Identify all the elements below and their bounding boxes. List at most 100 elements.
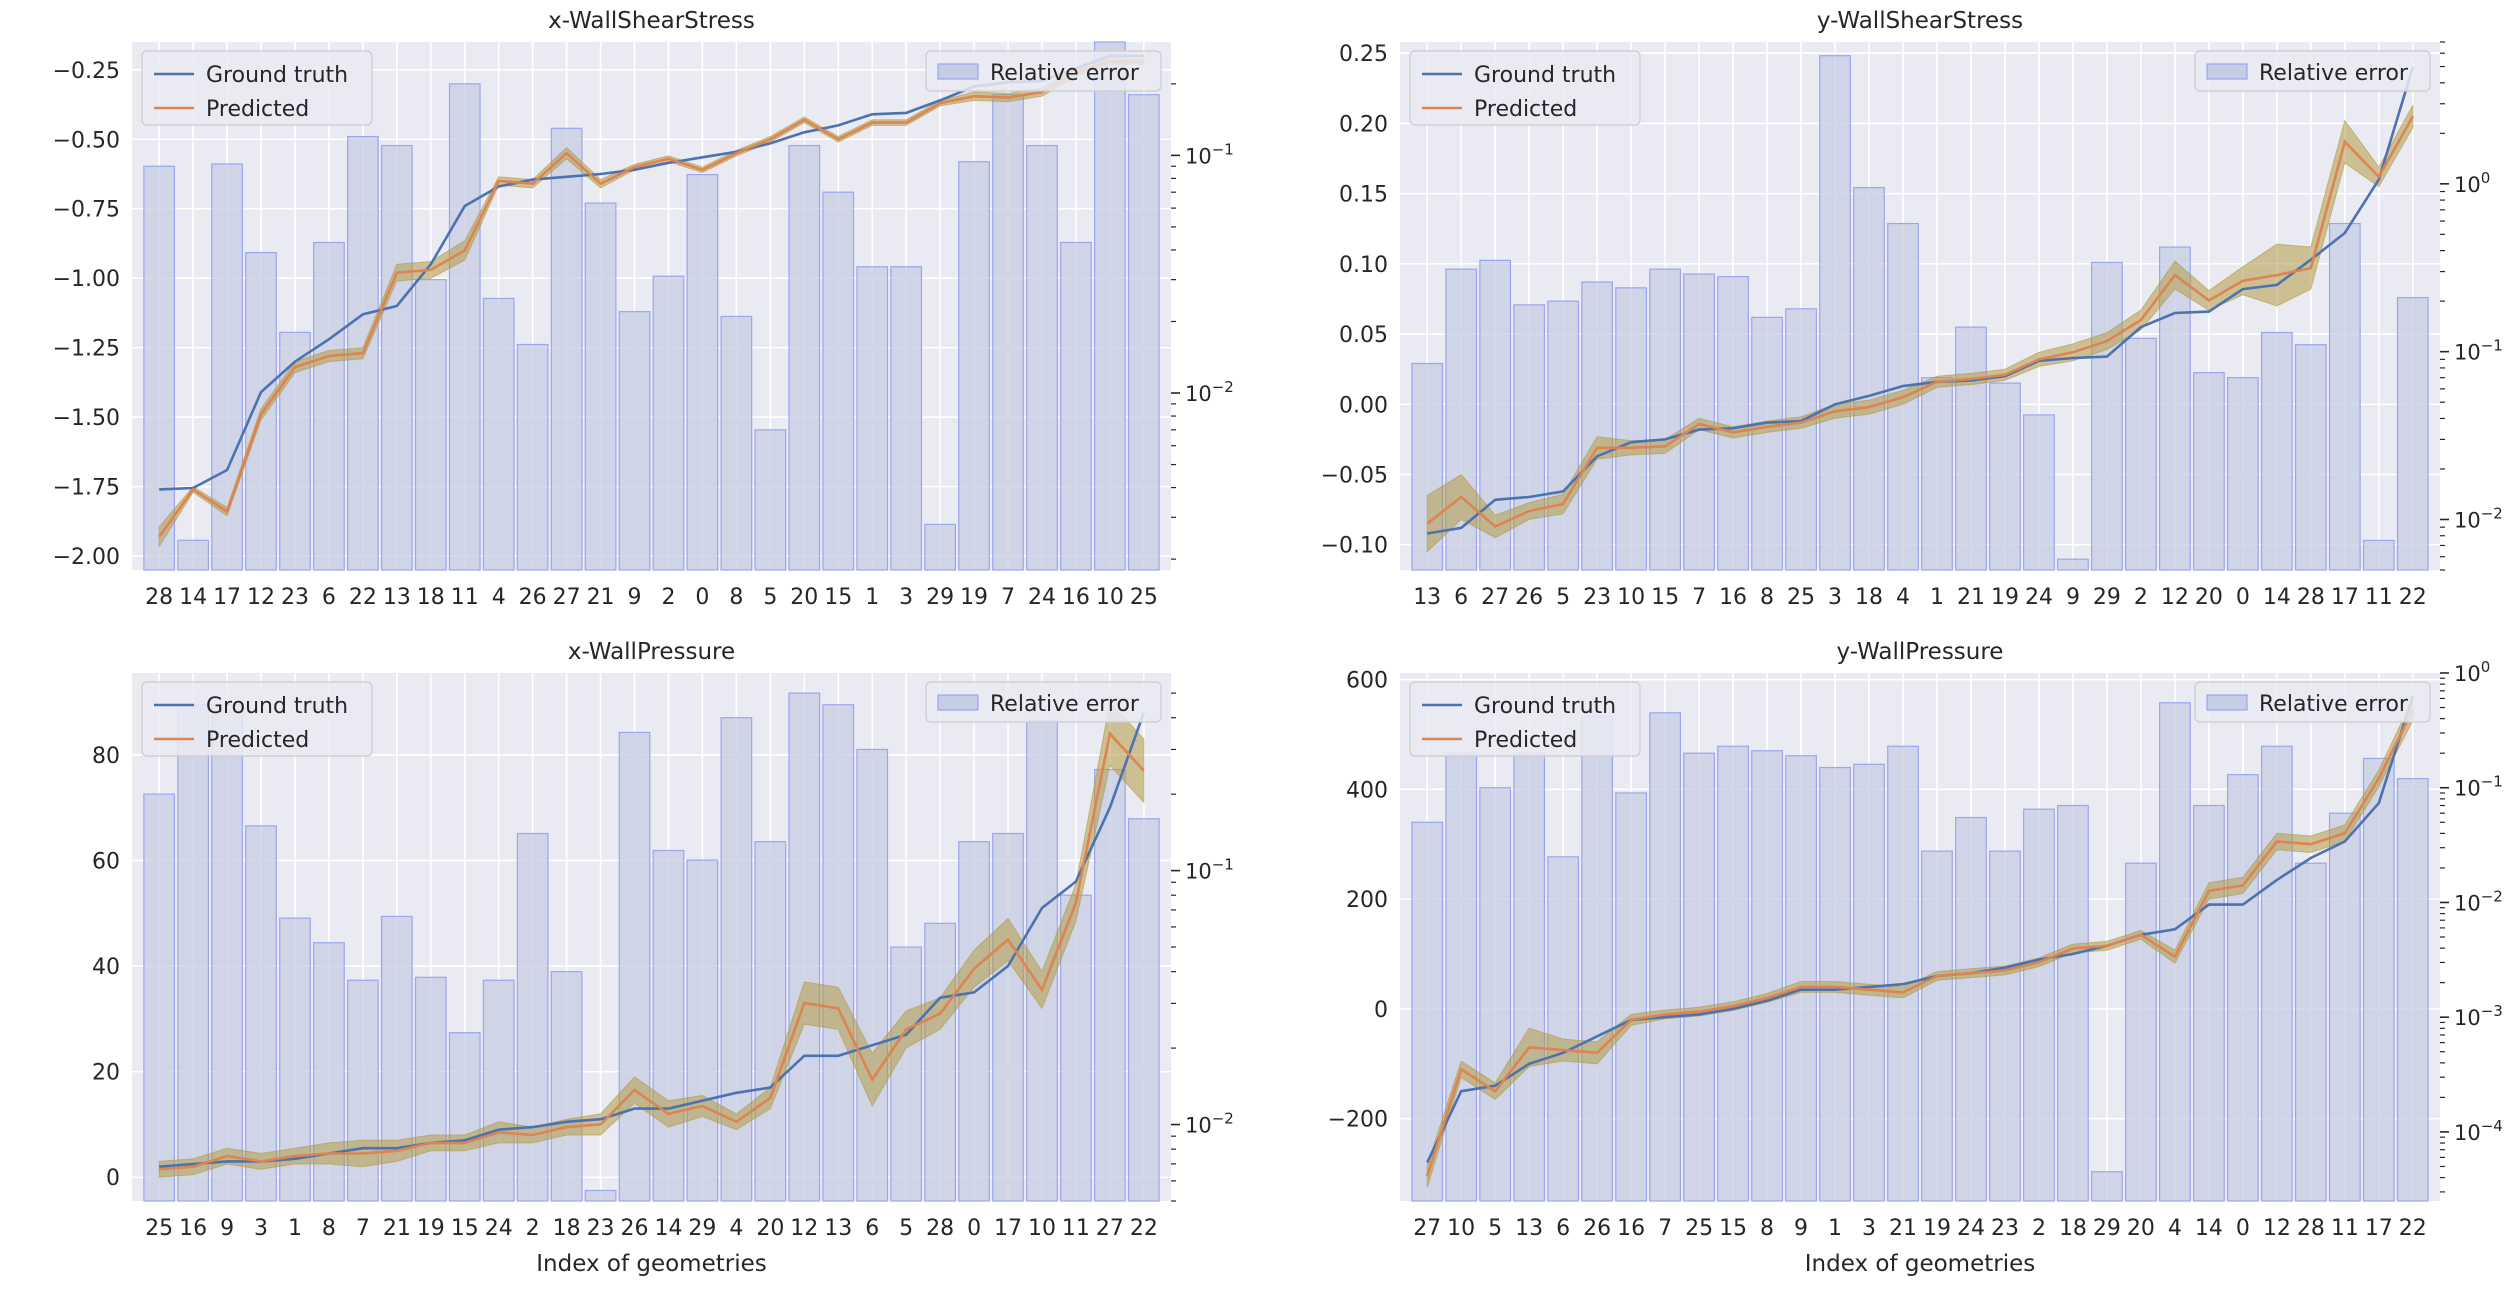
error-bar bbox=[1513, 304, 1546, 571]
legend-swatch-relative-error bbox=[2206, 63, 2248, 80]
x-tick-label: 27 bbox=[1481, 585, 1509, 610]
x-tick-label: 1 bbox=[1828, 1216, 1842, 1241]
x-tick-label: 17 bbox=[213, 585, 241, 610]
right-tick-label: 10−1 bbox=[2454, 773, 2503, 801]
x-tick-label: 18 bbox=[417, 585, 445, 610]
x-tick-label: 18 bbox=[2059, 1216, 2087, 1241]
y-tick-label: 0.25 bbox=[1339, 42, 1388, 67]
x-tick-label: 3 bbox=[1828, 585, 1842, 610]
x-tick-label: 7 bbox=[1692, 585, 1706, 610]
x-tick-label: 7 bbox=[356, 1216, 370, 1241]
x-tick-label: 4 bbox=[492, 585, 506, 610]
y-tick-label: 0 bbox=[106, 1166, 120, 1191]
error-bar bbox=[890, 266, 923, 571]
x-tick-label: 5 bbox=[899, 1216, 913, 1241]
subplot-x-wall-shear-stress: x-WallShearStress −2.00 −1.75 −1.50 −1.25 −1.… bbox=[53, 8, 1234, 610]
legend-right bbox=[925, 50, 1162, 92]
error-bar bbox=[414, 976, 447, 1202]
error-bar bbox=[1026, 144, 1058, 571]
legend-left bbox=[1409, 50, 1641, 126]
error-bar bbox=[618, 731, 651, 1202]
x-tick-label: 24 bbox=[1028, 585, 1056, 610]
x-tick-label: 4 bbox=[2168, 1216, 2182, 1241]
x-tick-label: 11 bbox=[2331, 1216, 2359, 1241]
error-bar bbox=[1479, 787, 1512, 1202]
error-bar bbox=[788, 692, 821, 1202]
x-tick-label: 5 bbox=[1556, 585, 1570, 610]
y-tick-label: −0.75 bbox=[53, 198, 120, 223]
x-tick-label: 7 bbox=[1001, 585, 1015, 610]
legend-label-predicted: Predicted bbox=[206, 728, 309, 753]
x-tick-label: 26 bbox=[621, 1216, 649, 1241]
x-tick-label: 15 bbox=[1719, 1216, 1747, 1241]
error-bar bbox=[958, 161, 990, 571]
legend-label-relative-error: Relative error bbox=[2259, 61, 2409, 86]
x-tick-label: 23 bbox=[1583, 585, 1611, 610]
x-tick-label: 9 bbox=[1794, 1216, 1808, 1241]
series-line-predicted bbox=[1425, 709, 2414, 1177]
error-bar bbox=[992, 94, 1024, 571]
x-tick-label: 12 bbox=[2263, 1216, 2291, 1241]
error-bar bbox=[1989, 850, 2021, 1202]
error-bar bbox=[2260, 745, 2293, 1202]
error-bar bbox=[1547, 856, 1580, 1202]
error-bar bbox=[414, 279, 447, 571]
x-tick-label: 7 bbox=[1658, 1216, 1672, 1241]
series-line-predicted bbox=[159, 730, 1145, 1171]
x-tick-label: 24 bbox=[1957, 1216, 1985, 1241]
error-bar bbox=[1751, 750, 1783, 1202]
chart-title: y-WallPressure bbox=[1837, 639, 2004, 665]
error-bar bbox=[448, 1032, 481, 1202]
x-tick-label: 18 bbox=[1855, 585, 1883, 610]
right-tick-label: 10−2 bbox=[2454, 504, 2503, 532]
legend-right bbox=[2194, 681, 2431, 723]
error-bar bbox=[2260, 331, 2293, 571]
error-bar bbox=[856, 266, 889, 571]
x-tick-label: 6 bbox=[1556, 1216, 1570, 1241]
error-bar bbox=[2192, 372, 2225, 571]
legend-swatch-relative-error bbox=[937, 694, 979, 711]
x-tick-label: 28 bbox=[926, 1216, 954, 1241]
error-bar bbox=[924, 523, 956, 571]
chart-title: x-WallShearStress bbox=[548, 8, 755, 34]
error-bar bbox=[2396, 778, 2429, 1202]
right-tick-label: 10−1 bbox=[1185, 856, 1234, 884]
x-tick-label: 15 bbox=[451, 1216, 479, 1241]
error-bar bbox=[1683, 752, 1715, 1202]
x-tick-label: 2 bbox=[2134, 585, 2148, 610]
y-tick-label: −0.10 bbox=[1321, 534, 1388, 559]
x-tick-label: 9 bbox=[628, 585, 642, 610]
y-tick-label: −1.50 bbox=[53, 406, 120, 431]
x-tick-label: 13 bbox=[824, 1216, 852, 1241]
error-bar bbox=[1094, 41, 1126, 571]
x-tick-label: 14 bbox=[179, 585, 207, 610]
x-tick-label: 1 bbox=[865, 585, 879, 610]
error-bar bbox=[652, 849, 685, 1202]
y-tick-label: 200 bbox=[1346, 888, 1388, 913]
error-bar bbox=[2362, 539, 2395, 571]
chart-title: x-WallPressure bbox=[568, 639, 735, 665]
x-tick-label: 3 bbox=[1862, 1216, 1876, 1241]
error-bar bbox=[2091, 261, 2123, 571]
legend-right bbox=[925, 681, 1162, 723]
y-tick-label: 0 bbox=[1374, 998, 1388, 1023]
series-line-ground-truth bbox=[1426, 695, 2415, 1164]
y-tick-label: −0.05 bbox=[1321, 464, 1388, 489]
x-tick-label: 6 bbox=[865, 1216, 879, 1241]
error-bar bbox=[1649, 712, 1681, 1202]
x-tick-label: 25 bbox=[1130, 585, 1158, 610]
x-axis-label: Index of geometries bbox=[536, 1251, 766, 1277]
x-tick-label: 14 bbox=[2195, 1216, 2223, 1241]
x-tick-label: 26 bbox=[1583, 1216, 1611, 1241]
x-tick-label: 8 bbox=[1760, 1216, 1774, 1241]
error-bar bbox=[1649, 268, 1681, 571]
error-bar bbox=[1060, 241, 1092, 571]
x-tick-label: 9 bbox=[220, 1216, 234, 1241]
x-tick-label: 23 bbox=[281, 585, 309, 610]
x-tick-label: 1 bbox=[1930, 585, 1944, 610]
y-tick-label: 0.05 bbox=[1339, 323, 1388, 348]
error-bar bbox=[686, 859, 719, 1202]
x-tick-label: 26 bbox=[519, 585, 547, 610]
error-bar bbox=[652, 275, 685, 571]
